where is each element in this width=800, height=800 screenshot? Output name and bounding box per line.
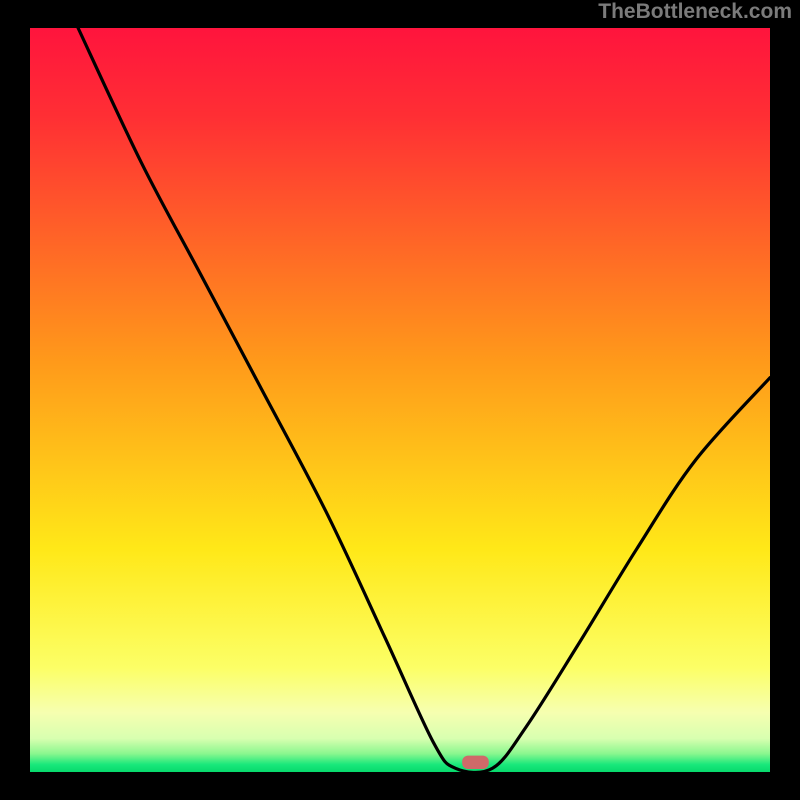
watermark-text: TheBottleneck.com xyxy=(598,0,792,24)
bottleneck-chart xyxy=(0,0,800,800)
optimal-marker xyxy=(462,756,489,769)
plot-area xyxy=(30,28,770,772)
